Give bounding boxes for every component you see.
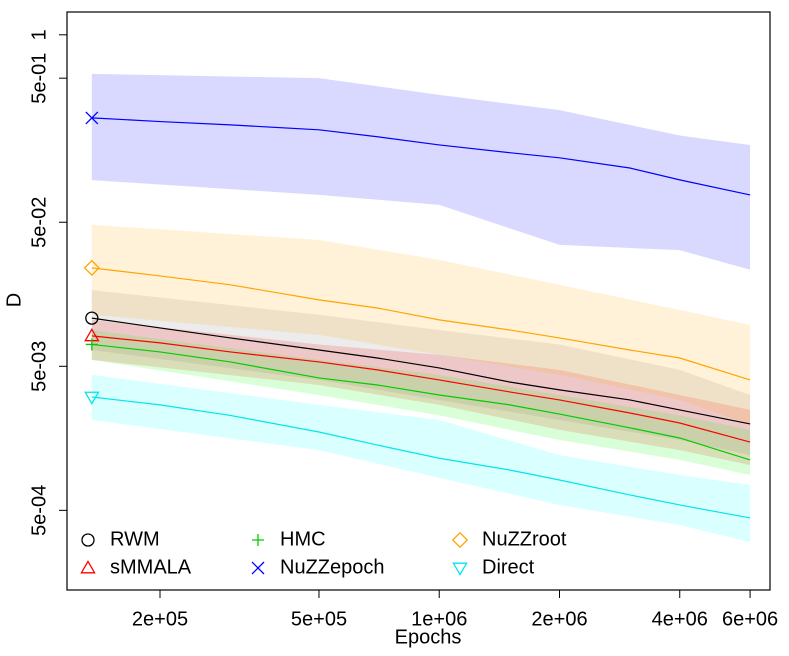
marker [85,311,99,325]
series-line [91,117,751,196]
legend-symbol [451,531,469,549]
series-line [91,335,751,443]
legend-label: RWM [110,528,160,550]
y-tick-label: 5e-04 [28,485,50,536]
y-tick-label: 5e-02 [28,197,50,248]
legend-label: NuZZepoch [280,556,385,578]
series-line [91,317,751,425]
y-tick-label: 5e-03 [28,341,50,392]
series-line [91,267,751,381]
series-line [91,343,751,461]
marker [85,338,98,351]
x-tick-label: 2e+06 [531,608,587,630]
marker [85,111,99,125]
legend-label: NuZZroot [482,528,567,550]
x-tick-label: 4e+06 [652,608,708,630]
confidence-band [91,290,751,456]
confidence-band [91,374,751,543]
legend-label: Direct [482,556,535,578]
y-tick-label: 5e-01 [28,53,50,104]
legend-symbol [252,534,264,546]
legend-symbol [452,562,468,576]
x-tick-label: 6e+06 [722,608,778,630]
y-tick-label: 1 [28,29,50,40]
legend-symbol [251,561,265,575]
y-axis-label: D [3,293,25,307]
marker [84,391,100,405]
x-axis-label: Epochs [395,626,462,648]
legend-label: HMC [280,528,326,550]
x-tick-label: 1e+06 [411,608,467,630]
marker [83,259,100,277]
x-tick-label: 5e+05 [291,608,347,630]
series-line [91,396,751,519]
plot-frame [66,11,771,591]
legend-label: sMMALA [110,556,192,578]
x-tick-label: 2e+05 [132,608,188,630]
legend-symbol [81,533,95,547]
confidence-band [91,73,751,270]
legend-symbol [80,560,96,574]
confidence-band [91,224,751,425]
